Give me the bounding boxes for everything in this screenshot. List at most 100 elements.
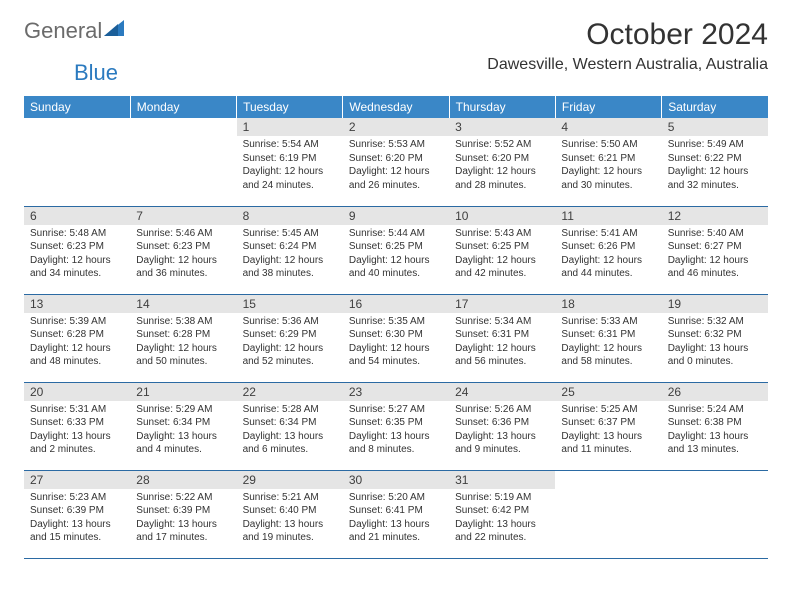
calendar-cell: 22Sunrise: 5:28 AMSunset: 6:34 PMDayligh… <box>237 382 343 470</box>
day-info: Sunrise: 5:44 AMSunset: 6:25 PMDaylight:… <box>343 225 449 285</box>
day-header: Friday <box>555 96 661 118</box>
day-number: 13 <box>24 295 130 313</box>
day-number: 10 <box>449 207 555 225</box>
day-info: Sunrise: 5:21 AMSunset: 6:40 PMDaylight:… <box>237 489 343 549</box>
day-number: 3 <box>449 118 555 136</box>
day-number: 29 <box>237 471 343 489</box>
day-number: 5 <box>662 118 768 136</box>
calendar-cell: 1Sunrise: 5:54 AMSunset: 6:19 PMDaylight… <box>237 118 343 206</box>
day-number: 24 <box>449 383 555 401</box>
day-info: Sunrise: 5:26 AMSunset: 6:36 PMDaylight:… <box>449 401 555 461</box>
month-title: October 2024 <box>487 18 768 52</box>
day-info: Sunrise: 5:20 AMSunset: 6:41 PMDaylight:… <box>343 489 449 549</box>
day-info: Sunrise: 5:33 AMSunset: 6:31 PMDaylight:… <box>555 313 661 373</box>
calendar-cell: 20Sunrise: 5:31 AMSunset: 6:33 PMDayligh… <box>24 382 130 470</box>
calendar-cell: 27Sunrise: 5:23 AMSunset: 6:39 PMDayligh… <box>24 470 130 558</box>
day-info: Sunrise: 5:53 AMSunset: 6:20 PMDaylight:… <box>343 136 449 196</box>
day-number: 4 <box>555 118 661 136</box>
calendar-cell: 16Sunrise: 5:35 AMSunset: 6:30 PMDayligh… <box>343 294 449 382</box>
day-number: 9 <box>343 207 449 225</box>
day-number: 15 <box>237 295 343 313</box>
day-info: Sunrise: 5:43 AMSunset: 6:25 PMDaylight:… <box>449 225 555 285</box>
day-number: 20 <box>24 383 130 401</box>
day-number: 21 <box>130 383 236 401</box>
calendar-cell: 25Sunrise: 5:25 AMSunset: 6:37 PMDayligh… <box>555 382 661 470</box>
day-header: Tuesday <box>237 96 343 118</box>
day-info: Sunrise: 5:54 AMSunset: 6:19 PMDaylight:… <box>237 136 343 196</box>
day-number: 19 <box>662 295 768 313</box>
day-info: Sunrise: 5:48 AMSunset: 6:23 PMDaylight:… <box>24 225 130 285</box>
day-info: Sunrise: 5:46 AMSunset: 6:23 PMDaylight:… <box>130 225 236 285</box>
day-info: Sunrise: 5:19 AMSunset: 6:42 PMDaylight:… <box>449 489 555 549</box>
day-info: Sunrise: 5:49 AMSunset: 6:22 PMDaylight:… <box>662 136 768 196</box>
calendar-row: 20Sunrise: 5:31 AMSunset: 6:33 PMDayligh… <box>24 382 768 470</box>
calendar-cell: 2Sunrise: 5:53 AMSunset: 6:20 PMDaylight… <box>343 118 449 206</box>
day-number: 16 <box>343 295 449 313</box>
day-number: 28 <box>130 471 236 489</box>
calendar-row: 6Sunrise: 5:48 AMSunset: 6:23 PMDaylight… <box>24 206 768 294</box>
day-number: 27 <box>24 471 130 489</box>
day-info: Sunrise: 5:29 AMSunset: 6:34 PMDaylight:… <box>130 401 236 461</box>
day-info: Sunrise: 5:35 AMSunset: 6:30 PMDaylight:… <box>343 313 449 373</box>
calendar-cell: 21Sunrise: 5:29 AMSunset: 6:34 PMDayligh… <box>130 382 236 470</box>
logo-text-general: General <box>24 18 102 44</box>
calendar-cell <box>555 470 661 558</box>
calendar-cell <box>130 118 236 206</box>
calendar-head: SundayMondayTuesdayWednesdayThursdayFrid… <box>24 96 768 118</box>
calendar-cell: 7Sunrise: 5:46 AMSunset: 6:23 PMDaylight… <box>130 206 236 294</box>
logo-triangle-icon <box>104 20 126 43</box>
day-header: Sunday <box>24 96 130 118</box>
calendar-cell <box>24 118 130 206</box>
day-number: 11 <box>555 207 661 225</box>
day-number: 31 <box>449 471 555 489</box>
day-info: Sunrise: 5:22 AMSunset: 6:39 PMDaylight:… <box>130 489 236 549</box>
day-number: 14 <box>130 295 236 313</box>
day-header: Wednesday <box>343 96 449 118</box>
calendar-cell: 10Sunrise: 5:43 AMSunset: 6:25 PMDayligh… <box>449 206 555 294</box>
calendar-cell: 31Sunrise: 5:19 AMSunset: 6:42 PMDayligh… <box>449 470 555 558</box>
day-number: 17 <box>449 295 555 313</box>
day-info: Sunrise: 5:40 AMSunset: 6:27 PMDaylight:… <box>662 225 768 285</box>
calendar-cell: 13Sunrise: 5:39 AMSunset: 6:28 PMDayligh… <box>24 294 130 382</box>
day-number: 2 <box>343 118 449 136</box>
calendar-cell: 14Sunrise: 5:38 AMSunset: 6:28 PMDayligh… <box>130 294 236 382</box>
logo-text-blue: Blue <box>74 60 118 85</box>
day-info: Sunrise: 5:27 AMSunset: 6:35 PMDaylight:… <box>343 401 449 461</box>
day-info: Sunrise: 5:36 AMSunset: 6:29 PMDaylight:… <box>237 313 343 373</box>
calendar-table: SundayMondayTuesdayWednesdayThursdayFrid… <box>24 96 768 559</box>
calendar-cell: 5Sunrise: 5:49 AMSunset: 6:22 PMDaylight… <box>662 118 768 206</box>
day-info: Sunrise: 5:41 AMSunset: 6:26 PMDaylight:… <box>555 225 661 285</box>
day-number: 8 <box>237 207 343 225</box>
calendar-cell: 30Sunrise: 5:20 AMSunset: 6:41 PMDayligh… <box>343 470 449 558</box>
day-header: Saturday <box>662 96 768 118</box>
day-number: 6 <box>24 207 130 225</box>
day-info: Sunrise: 5:52 AMSunset: 6:20 PMDaylight:… <box>449 136 555 196</box>
day-number: 30 <box>343 471 449 489</box>
calendar-cell: 9Sunrise: 5:44 AMSunset: 6:25 PMDaylight… <box>343 206 449 294</box>
day-number: 12 <box>662 207 768 225</box>
day-info: Sunrise: 5:28 AMSunset: 6:34 PMDaylight:… <box>237 401 343 461</box>
calendar-cell: 23Sunrise: 5:27 AMSunset: 6:35 PMDayligh… <box>343 382 449 470</box>
calendar-cell: 4Sunrise: 5:50 AMSunset: 6:21 PMDaylight… <box>555 118 661 206</box>
day-header: Thursday <box>449 96 555 118</box>
calendar-cell: 17Sunrise: 5:34 AMSunset: 6:31 PMDayligh… <box>449 294 555 382</box>
day-info: Sunrise: 5:39 AMSunset: 6:28 PMDaylight:… <box>24 313 130 373</box>
calendar-row: 13Sunrise: 5:39 AMSunset: 6:28 PMDayligh… <box>24 294 768 382</box>
calendar-cell: 6Sunrise: 5:48 AMSunset: 6:23 PMDaylight… <box>24 206 130 294</box>
day-number: 26 <box>662 383 768 401</box>
calendar-cell <box>662 470 768 558</box>
calendar-cell: 15Sunrise: 5:36 AMSunset: 6:29 PMDayligh… <box>237 294 343 382</box>
day-number: 25 <box>555 383 661 401</box>
day-info: Sunrise: 5:45 AMSunset: 6:24 PMDaylight:… <box>237 225 343 285</box>
calendar-cell: 26Sunrise: 5:24 AMSunset: 6:38 PMDayligh… <box>662 382 768 470</box>
calendar-cell: 3Sunrise: 5:52 AMSunset: 6:20 PMDaylight… <box>449 118 555 206</box>
day-info: Sunrise: 5:50 AMSunset: 6:21 PMDaylight:… <box>555 136 661 196</box>
logo: General <box>24 18 128 44</box>
day-info: Sunrise: 5:32 AMSunset: 6:32 PMDaylight:… <box>662 313 768 373</box>
day-number: 23 <box>343 383 449 401</box>
day-number: 7 <box>130 207 236 225</box>
calendar-cell: 19Sunrise: 5:32 AMSunset: 6:32 PMDayligh… <box>662 294 768 382</box>
calendar-row: 1Sunrise: 5:54 AMSunset: 6:19 PMDaylight… <box>24 118 768 206</box>
calendar-cell: 18Sunrise: 5:33 AMSunset: 6:31 PMDayligh… <box>555 294 661 382</box>
calendar-cell: 29Sunrise: 5:21 AMSunset: 6:40 PMDayligh… <box>237 470 343 558</box>
